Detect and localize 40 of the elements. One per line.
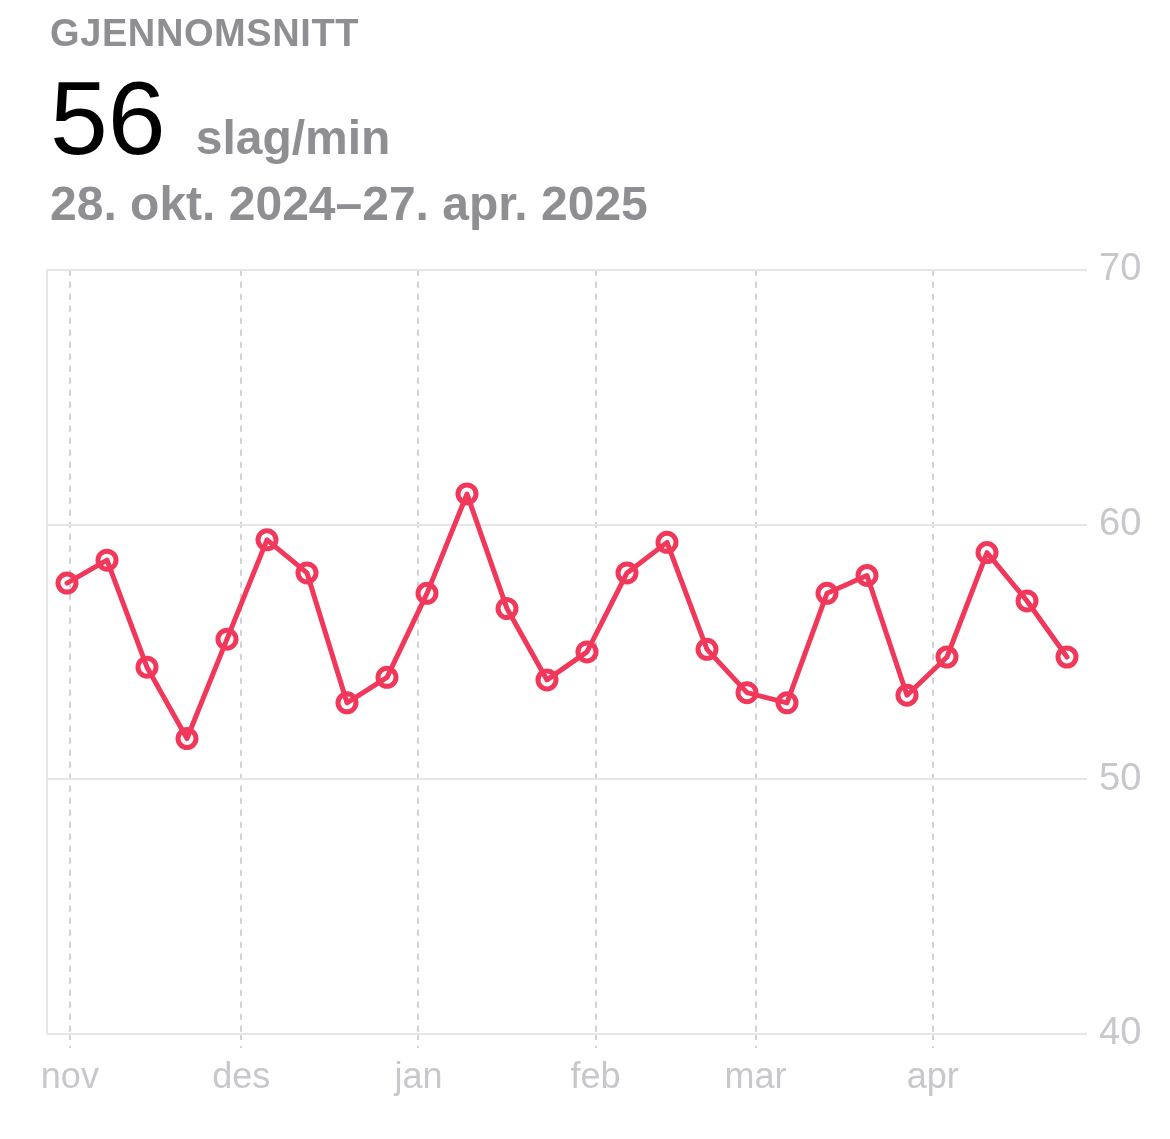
point (615, 561, 639, 585)
point (255, 528, 279, 552)
point (95, 548, 119, 572)
point (495, 597, 519, 621)
point (295, 561, 319, 585)
point (175, 727, 199, 751)
point (375, 665, 399, 689)
y-tick-label: 60 (1099, 501, 1142, 544)
point (1055, 645, 1079, 669)
point (215, 627, 239, 651)
point (655, 530, 679, 554)
x-tick-label: feb (570, 1054, 621, 1096)
point (135, 655, 159, 679)
point (975, 541, 999, 565)
point (895, 683, 919, 707)
text: 56 (50, 60, 166, 176)
y-tick-label: 50 (1099, 755, 1142, 798)
point (455, 482, 479, 506)
point (815, 581, 839, 605)
x-tick-label: jan (393, 1054, 443, 1096)
x-tick-label: mar (724, 1054, 787, 1096)
point (855, 563, 879, 587)
point (415, 581, 439, 605)
point (575, 640, 599, 664)
point (695, 637, 719, 661)
point (335, 691, 359, 715)
point (775, 691, 799, 715)
point (935, 645, 959, 669)
point (735, 681, 759, 705)
x-tick-label: apr (906, 1054, 959, 1096)
x-tick-label: nov (40, 1054, 99, 1096)
chart-title: GJENNOMSNITT (50, 11, 360, 55)
y-tick-label: 70 (1099, 246, 1142, 289)
point (535, 668, 559, 692)
x-tick-label: des (212, 1054, 271, 1096)
text: slag/min (195, 111, 391, 164)
point (55, 571, 79, 595)
y-tick-label: 40 (1099, 1010, 1142, 1053)
chart-subtitle: 28. okt. 2024–27. apr. 2025 (50, 177, 648, 231)
point (1015, 589, 1039, 613)
